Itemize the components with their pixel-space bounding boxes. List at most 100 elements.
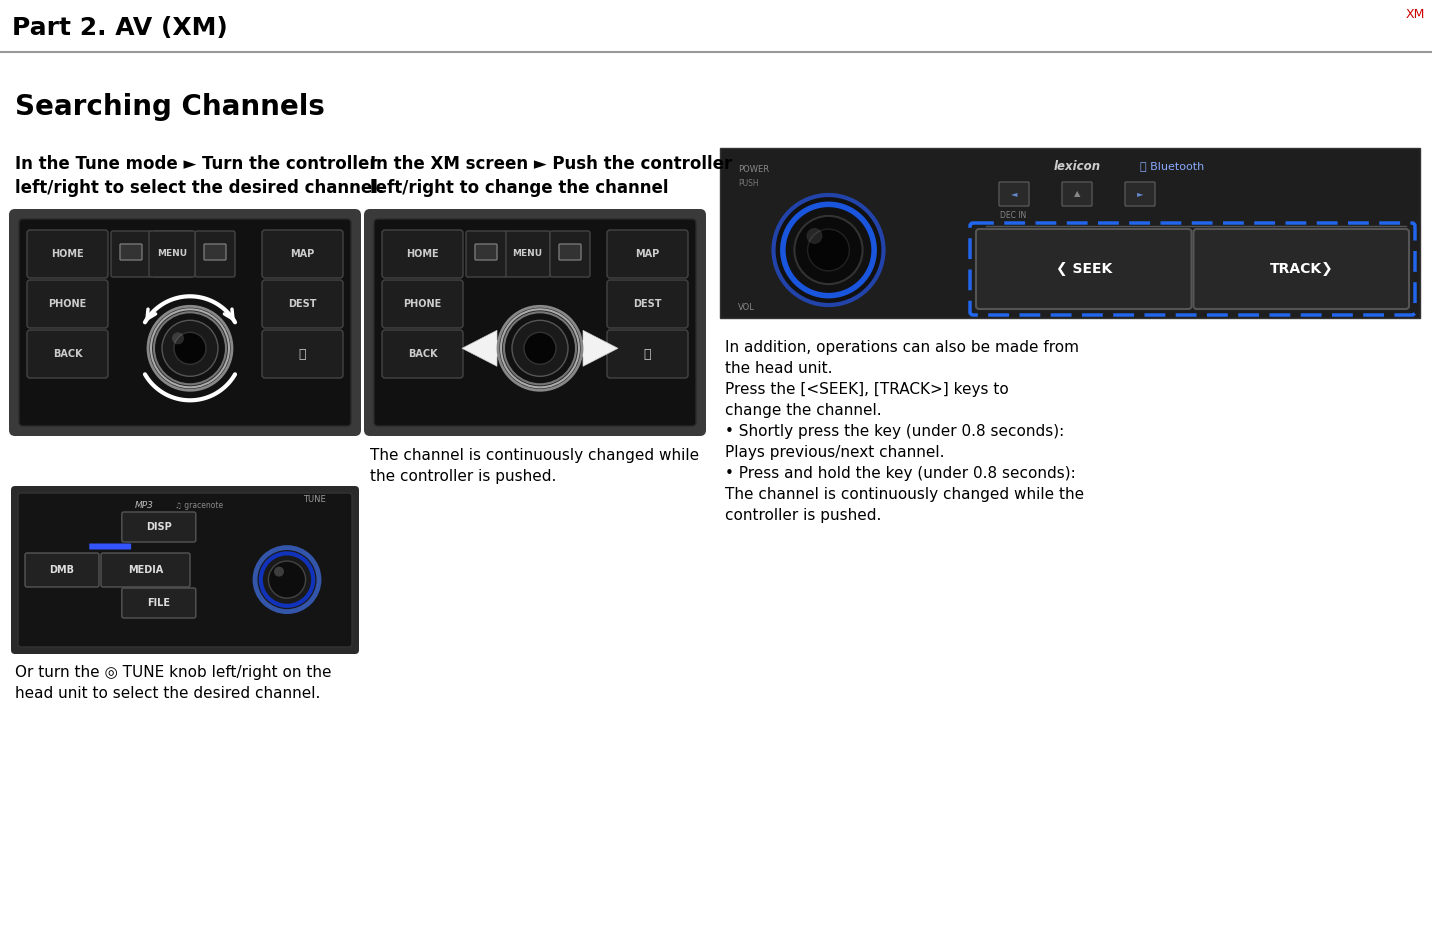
Text: DMB: DMB xyxy=(50,565,74,575)
Text: PHONE: PHONE xyxy=(49,299,86,309)
FancyBboxPatch shape xyxy=(382,330,463,378)
FancyBboxPatch shape xyxy=(27,230,107,278)
Text: change the channel.: change the channel. xyxy=(725,403,882,418)
Circle shape xyxy=(795,216,862,284)
Text: FILE: FILE xyxy=(147,598,170,608)
Circle shape xyxy=(274,567,284,577)
Text: In addition, operations can also be made from: In addition, operations can also be made… xyxy=(725,340,1078,355)
FancyBboxPatch shape xyxy=(122,588,196,618)
FancyBboxPatch shape xyxy=(558,244,581,260)
Circle shape xyxy=(498,307,581,390)
Text: Searching Channels: Searching Channels xyxy=(14,93,325,121)
Text: Press the [<SEEK], [TRACK>] keys to: Press the [<SEEK], [TRACK>] keys to xyxy=(725,382,1008,397)
FancyBboxPatch shape xyxy=(1126,182,1156,206)
FancyBboxPatch shape xyxy=(120,244,142,260)
FancyBboxPatch shape xyxy=(262,230,344,278)
FancyBboxPatch shape xyxy=(550,231,590,277)
Circle shape xyxy=(773,195,884,305)
Text: DEST: DEST xyxy=(288,299,316,309)
Circle shape xyxy=(806,228,822,244)
Circle shape xyxy=(155,312,226,384)
FancyBboxPatch shape xyxy=(1193,229,1409,309)
FancyBboxPatch shape xyxy=(122,512,196,542)
FancyBboxPatch shape xyxy=(203,244,226,260)
Text: ►: ► xyxy=(1137,190,1143,198)
FancyBboxPatch shape xyxy=(607,280,687,328)
FancyBboxPatch shape xyxy=(607,330,687,378)
Text: Plays previous/next channel.: Plays previous/next channel. xyxy=(725,445,945,460)
Text: DEST: DEST xyxy=(633,299,662,309)
Text: • Shortly press the key (under 0.8 seconds):: • Shortly press the key (under 0.8 secon… xyxy=(725,424,1064,439)
Text: ⚿: ⚿ xyxy=(299,348,306,361)
FancyBboxPatch shape xyxy=(977,229,1191,309)
FancyBboxPatch shape xyxy=(102,553,190,587)
Text: MEDIA: MEDIA xyxy=(127,565,163,575)
Text: MP3: MP3 xyxy=(135,501,153,511)
Text: VOL: VOL xyxy=(737,304,755,312)
Text: MAP: MAP xyxy=(636,249,660,259)
Circle shape xyxy=(175,332,206,365)
Circle shape xyxy=(162,321,218,376)
FancyBboxPatch shape xyxy=(24,553,99,587)
Text: TUNE: TUNE xyxy=(302,496,325,505)
Text: ⚿: ⚿ xyxy=(644,348,652,361)
Text: Part 2. AV (XM): Part 2. AV (XM) xyxy=(11,16,228,40)
Circle shape xyxy=(504,312,576,384)
Text: MAP: MAP xyxy=(291,249,315,259)
Text: MENU: MENU xyxy=(158,250,188,258)
Text: DEC IN: DEC IN xyxy=(1000,211,1027,221)
Circle shape xyxy=(147,307,232,390)
FancyBboxPatch shape xyxy=(9,209,361,436)
FancyBboxPatch shape xyxy=(19,219,351,426)
Text: MENU: MENU xyxy=(511,250,543,258)
FancyBboxPatch shape xyxy=(1000,182,1030,206)
FancyBboxPatch shape xyxy=(262,330,344,378)
Text: ♫ gracenote: ♫ gracenote xyxy=(175,501,223,511)
FancyBboxPatch shape xyxy=(153,231,193,277)
FancyBboxPatch shape xyxy=(27,280,107,328)
Text: TRACK❯: TRACK❯ xyxy=(1269,262,1333,276)
Text: XM: XM xyxy=(1406,8,1425,21)
Text: DISP: DISP xyxy=(146,522,172,532)
Text: lexicon: lexicon xyxy=(1054,160,1101,172)
FancyBboxPatch shape xyxy=(504,231,550,277)
Text: ❮ SEEK: ❮ SEEK xyxy=(1055,262,1111,276)
Text: The channel is continuously changed while
the controller is pushed.: The channel is continuously changed whil… xyxy=(369,448,699,484)
Polygon shape xyxy=(463,330,619,367)
Text: HOME: HOME xyxy=(52,249,84,259)
Text: • Press and hold the key (under 0.8 seconds):: • Press and hold the key (under 0.8 seco… xyxy=(725,466,1075,481)
FancyBboxPatch shape xyxy=(364,209,706,436)
Text: ◄: ◄ xyxy=(1011,190,1017,198)
Text: Or turn the ◎ TUNE knob left/right on the
head unit to select the desired channe: Or turn the ◎ TUNE knob left/right on th… xyxy=(14,665,331,701)
FancyBboxPatch shape xyxy=(112,231,150,277)
FancyBboxPatch shape xyxy=(195,231,235,277)
FancyBboxPatch shape xyxy=(1063,182,1093,206)
FancyBboxPatch shape xyxy=(475,244,497,260)
Text: HOME: HOME xyxy=(407,249,438,259)
FancyBboxPatch shape xyxy=(607,230,687,278)
Text: PUSH: PUSH xyxy=(737,180,759,189)
Text: controller is pushed.: controller is pushed. xyxy=(725,508,881,523)
FancyBboxPatch shape xyxy=(262,280,344,328)
FancyBboxPatch shape xyxy=(19,493,352,647)
Text: POWER: POWER xyxy=(737,165,769,175)
FancyBboxPatch shape xyxy=(382,230,463,278)
FancyBboxPatch shape xyxy=(720,148,1421,318)
FancyBboxPatch shape xyxy=(11,486,359,654)
Text: the head unit.: the head unit. xyxy=(725,361,832,376)
FancyBboxPatch shape xyxy=(374,219,696,426)
FancyBboxPatch shape xyxy=(149,231,195,277)
Circle shape xyxy=(255,548,319,611)
FancyBboxPatch shape xyxy=(465,231,505,277)
Circle shape xyxy=(268,561,305,598)
Text: PHONE: PHONE xyxy=(404,299,441,309)
Circle shape xyxy=(808,229,849,271)
Circle shape xyxy=(524,332,556,365)
Text: The channel is continuously changed while the: The channel is continuously changed whil… xyxy=(725,487,1084,502)
Text: BACK: BACK xyxy=(53,349,82,359)
FancyBboxPatch shape xyxy=(27,330,107,378)
FancyBboxPatch shape xyxy=(89,543,132,550)
Text: BACK: BACK xyxy=(408,349,437,359)
Circle shape xyxy=(172,332,183,344)
Text: ▲: ▲ xyxy=(1074,190,1080,198)
